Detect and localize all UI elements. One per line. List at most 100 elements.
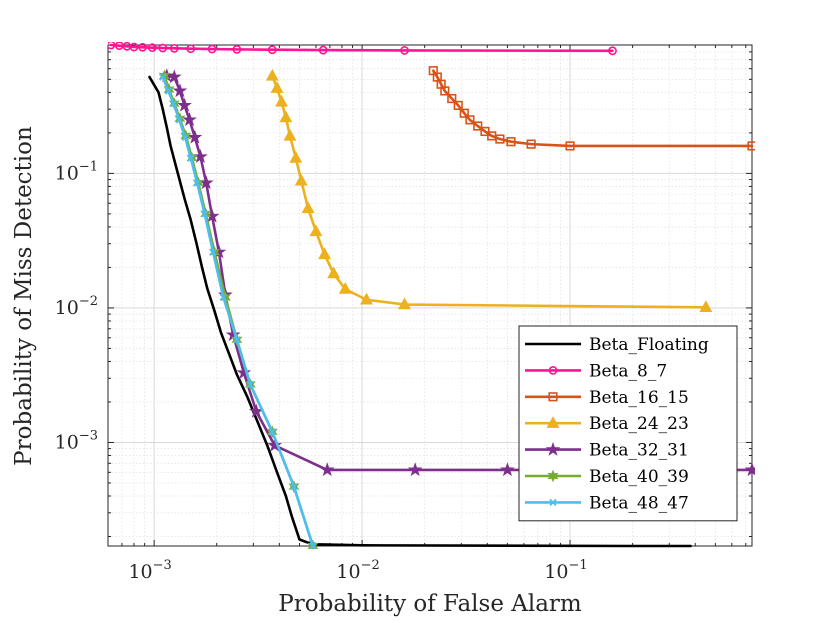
data-point (267, 45, 277, 55)
data-point (294, 173, 308, 186)
data-point (164, 87, 172, 95)
data-point (219, 293, 227, 301)
data-point (309, 224, 323, 237)
data-point (608, 46, 617, 56)
legend-entry: Beta_8_7 (525, 361, 667, 381)
data-point (400, 46, 409, 55)
data-point (327, 266, 341, 279)
series-beta-16-15 (428, 66, 755, 151)
data-point (108, 42, 116, 50)
y-axis-title: Probability of Miss Detection (11, 126, 37, 466)
series-beta-48-47 (159, 73, 317, 549)
data-point (360, 292, 373, 305)
legend-label: Beta_48_47 (589, 493, 689, 513)
data-point (319, 462, 335, 477)
data-point (207, 44, 217, 54)
data-point (270, 81, 284, 93)
series-line (109, 43, 614, 53)
y-tick-label-exponent: −1 (79, 159, 98, 174)
data-point (338, 282, 352, 294)
data-point (265, 68, 279, 81)
legend-marker (549, 498, 557, 507)
legend-marker (547, 469, 559, 483)
data-point (187, 154, 195, 162)
data-point (289, 151, 303, 163)
data-point (318, 45, 328, 55)
x-tick-label-base: 10 (128, 561, 152, 583)
legend-label: Beta_24_23 (589, 414, 689, 434)
data-point (172, 83, 188, 98)
data-point (169, 99, 178, 108)
legend-entry: Beta_40_39 (525, 467, 689, 487)
y-tick-label-base: 10 (55, 431, 79, 453)
y-tick-label-base: 10 (55, 162, 79, 184)
data-point (699, 300, 713, 313)
data-point (193, 179, 201, 187)
x-tick-label: 10−1 (544, 558, 587, 583)
data-point (459, 108, 469, 118)
data-point (465, 115, 475, 125)
y-tick-label-exponent: −3 (79, 428, 98, 443)
data-point (279, 110, 293, 123)
data-point (236, 364, 252, 379)
data-point (177, 97, 192, 112)
x-tick-label-exponent: −2 (361, 558, 380, 573)
data-point (506, 137, 516, 147)
legend-marker (546, 416, 560, 428)
data-point (186, 44, 196, 54)
data-point (181, 133, 189, 142)
data-point (268, 428, 276, 436)
series-beta-8-7 (108, 42, 617, 56)
data-point (169, 43, 179, 53)
legend-entry: Beta_Floating (525, 335, 709, 355)
data-point (158, 43, 168, 53)
x-tick-label: 10−2 (336, 558, 379, 583)
data-point (267, 437, 283, 452)
data-point (283, 128, 297, 141)
y-tick-label: 10−2 (55, 294, 98, 319)
data-point (565, 141, 575, 151)
data-point (453, 100, 463, 111)
axis-ticks: 10−3 10−2 10−110−110−210−3 (55, 44, 752, 583)
data-point (747, 141, 755, 151)
data-point (744, 462, 755, 477)
data-point (495, 134, 505, 144)
data-point (209, 248, 217, 256)
legend-entry: Beta_16_15 (525, 388, 689, 408)
data-point (147, 43, 157, 53)
legend-marker (545, 441, 561, 456)
x-tick-label-exponent: −3 (153, 558, 172, 573)
legend-label: Beta_16_15 (589, 388, 689, 408)
x-axis-title: Probability of False Alarm (278, 591, 582, 617)
series-beta-24-23 (265, 68, 713, 313)
data-point (187, 129, 203, 144)
y-tick-label-base: 10 (55, 297, 79, 319)
y-tick-label: 10−1 (55, 159, 98, 184)
data-point (159, 73, 167, 81)
x-tick-label-base: 10 (544, 561, 568, 583)
data-point (233, 336, 241, 344)
x-tick-label-base: 10 (336, 561, 360, 583)
legend-label: Beta_40_39 (589, 467, 689, 487)
legend-entry: Beta_24_23 (525, 414, 689, 434)
legend-marker (548, 392, 558, 402)
legend-label: Beta_8_7 (589, 361, 667, 381)
data-point (129, 42, 139, 52)
data-point (193, 148, 208, 163)
data-point (301, 201, 315, 214)
legend-label: Beta_32_31 (589, 441, 689, 461)
data-point (500, 462, 515, 477)
data-point (182, 112, 197, 127)
data-point (232, 44, 242, 54)
data-point (166, 69, 182, 84)
legend-entry: Beta_32_31 (525, 441, 689, 461)
data-point (138, 42, 147, 52)
legend: Beta_Floating Beta_8_7 Beta_16_15 Beta_24_2… (518, 325, 738, 522)
data-point (318, 247, 332, 260)
x-tick-label-exponent: −1 (569, 558, 588, 573)
data-point (398, 297, 411, 310)
data-point (440, 86, 450, 96)
data-point (275, 94, 289, 107)
y-tick-label: 10−3 (55, 428, 98, 453)
